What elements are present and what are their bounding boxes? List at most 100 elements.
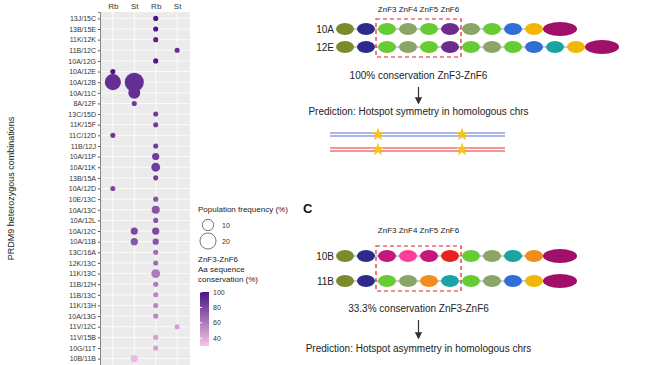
plot-background [100,12,190,365]
dot [153,218,158,223]
y-tick: 10A/11B [70,238,100,245]
y-tick-label: 10G/11T [69,345,96,352]
size-legend-label: 10 [222,222,230,229]
color-bar-tick [200,307,202,308]
arrow [418,320,419,338]
y-tick: 10A/12G [68,58,100,65]
zinc-finger [378,275,396,287]
y-tick-label: 13B/15E [69,26,96,33]
zinc-finger [378,23,396,35]
x-tick-label: Rb [151,2,162,11]
zinc-finger [336,41,354,53]
y-tick-label: 10E/13C [69,196,96,203]
y-axis-line [98,13,101,365]
y-tick-mark [98,359,100,360]
grid-line [100,337,190,338]
c-terminal [585,40,619,54]
y-tick: 10G/11T [69,345,100,352]
zinc-finger [546,41,564,53]
y-tick-label: 12K/13C [69,260,96,267]
dot [175,324,180,329]
dots [105,16,180,362]
y-tick-mark [98,178,100,179]
color-legend-title: conservation (%) [198,275,258,284]
y-tick-mark [98,316,100,317]
dot [153,112,158,117]
grid-line [100,92,190,93]
y-tick-label: 11B/12H [69,281,96,288]
dot [153,292,158,297]
dot [153,143,158,148]
zinc-finger [378,41,396,53]
dot [152,227,159,234]
grid-line [100,60,190,61]
size-legend-symbol [202,219,213,230]
zinc-finger [525,250,543,262]
arrow [418,87,419,103]
y-tick: 13J/15C [70,15,100,22]
color-bar-label: 60 [213,319,221,326]
zinc-finger [336,275,354,287]
y-tick-mark [98,157,100,158]
grid-line [100,167,190,168]
x-tick-label: St [131,2,139,11]
y-tick: 10A/12L [70,217,100,224]
zinc-finger [483,41,501,53]
zinc-finger [420,250,438,262]
y-tick-label: 10A/12E [69,68,96,75]
zinc-finger [420,23,438,35]
chromosome [330,150,505,151]
y-tick-mark [98,263,100,264]
dot [152,153,159,160]
y-tick-mark [98,284,100,285]
y-tick-mark [98,114,100,115]
grid-line [100,252,190,253]
y-tick-label: 13B/15A [69,175,96,182]
hotspot-star [371,128,384,141]
y-tick: 11B/12C [69,47,100,54]
y-tick-mark [98,18,100,19]
y-tick-label: 11V/12C [69,323,96,330]
x-tick: Rb [151,2,162,12]
x-axis-line [101,12,191,13]
zinc-finger [441,23,459,35]
y-tick-label: 11B/12J [71,143,96,150]
zinc-finger [504,41,522,53]
znf-header: ZnF3 ZnF4 ZnF5 ZnF6 [378,5,460,14]
y-tick-label: 13J/15C [70,15,96,22]
y-tick: 13C/15D [68,111,100,118]
y-tick-mark [98,50,100,51]
zinc-finger [357,250,375,262]
grid-line [100,199,190,200]
hotspot-star [455,128,468,141]
dot [153,250,158,255]
grid-line [100,177,190,178]
grid-line [100,241,190,242]
znf-box [376,19,461,57]
grid-line [100,145,190,146]
zinc-finger [504,250,522,262]
y-tick-mark [98,327,100,328]
dot [175,48,180,53]
y-tick: 11K/13H [69,302,100,309]
zinc-finger [420,41,438,53]
dot [131,227,138,234]
y-tick-mark [98,72,100,73]
y-tick: 10A/12D [69,185,100,192]
figure: 13J/15C 13B/15E 11K/12K 11B/12C 10A/12G 10A/1… [0,0,665,365]
y-tick-mark [98,274,100,275]
y-tick-mark [98,348,100,349]
y-tick-mark [98,103,100,104]
hotspot-star [371,143,384,156]
y-tick: 11K/13C [69,270,100,277]
y-tick-label: 11B/13C [69,292,96,299]
y-tick: 10A/13G [68,313,100,320]
zinc-finger [336,250,354,262]
y-tick: 11C/12D [69,132,100,139]
y-tick-label: 11K/12K [70,36,97,43]
zinc-finger [399,250,417,262]
y-tick-label: 10A/12D [69,185,96,192]
y-tick-mark [98,125,100,126]
prediction-text: Prediction: Hotspot symmetry in homologo… [308,106,528,117]
grid-line [100,18,190,19]
